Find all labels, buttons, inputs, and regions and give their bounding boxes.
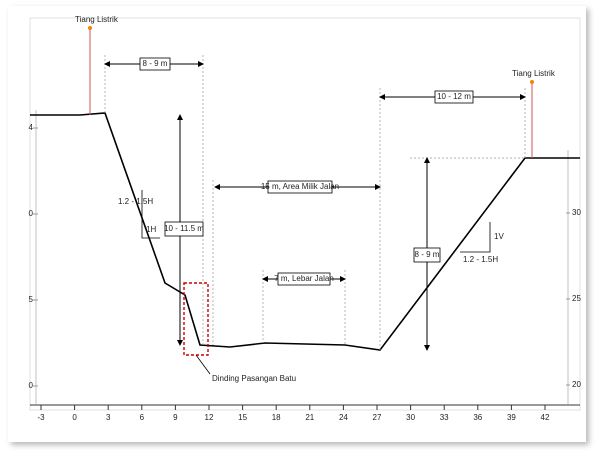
label: 1.2 - 1.5H xyxy=(118,197,153,206)
x-tick-label: 0 xyxy=(72,413,77,422)
label: 10 - 11.5 m xyxy=(164,224,204,233)
y-tick-label: 0 xyxy=(29,209,34,218)
x-tick-label: 12 xyxy=(205,413,214,422)
label: Dinding Pasangan Batu xyxy=(212,374,296,383)
label-box xyxy=(277,272,331,286)
x-tick-label: 33 xyxy=(440,413,449,422)
label: Tiang Listrik xyxy=(512,69,556,78)
label: 15 m, Area Milik Jalan xyxy=(261,182,339,191)
y-tick-label: 5 xyxy=(29,295,34,304)
x-tick-label: 30 xyxy=(406,413,415,422)
pole-top xyxy=(530,80,534,84)
label-box xyxy=(164,221,204,237)
y-tick-label: 25 xyxy=(572,294,581,303)
x-tick-label: 42 xyxy=(541,413,550,422)
label-box xyxy=(139,57,171,71)
label: 1H xyxy=(146,225,156,234)
label-box xyxy=(434,90,474,104)
label-box xyxy=(413,247,441,263)
x-tick-label: 18 xyxy=(272,413,281,422)
y-tick-label: 0 xyxy=(29,381,34,390)
slope-triangle xyxy=(141,190,160,239)
x-tick-label: -3 xyxy=(37,413,45,422)
label-box xyxy=(267,180,333,194)
x-tick-label: 24 xyxy=(339,413,348,422)
x-tick-label: 36 xyxy=(473,413,482,422)
pole-top xyxy=(88,26,92,30)
label: 8 - 9 m xyxy=(415,250,440,259)
leader xyxy=(195,354,211,375)
x-tick-label: 6 xyxy=(140,413,145,422)
x-tick-label: 3 xyxy=(106,413,111,422)
label: 7 m, Lebar Jalan xyxy=(274,274,334,283)
x-tick-label: 15 xyxy=(238,413,247,422)
x-tick-label: 39 xyxy=(507,413,516,422)
label: 1.2 - 1.5H xyxy=(463,255,498,264)
label: 1V xyxy=(494,232,504,241)
label: 8 - 9 m xyxy=(143,59,168,68)
slope-triangle xyxy=(460,222,491,253)
y-tick-label: 4 xyxy=(29,123,34,132)
x-tick-label: 21 xyxy=(305,413,314,422)
x-tick-label: 9 xyxy=(173,413,178,422)
plot-area xyxy=(29,17,581,411)
y-tick-label: 30 xyxy=(572,208,581,217)
x-tick-label: 27 xyxy=(373,413,382,422)
ground-profile xyxy=(30,112,580,351)
y-tick-label: 20 xyxy=(572,380,581,389)
label: 10 - 12 m xyxy=(437,92,471,101)
label: Tiang Listrik xyxy=(75,15,119,24)
